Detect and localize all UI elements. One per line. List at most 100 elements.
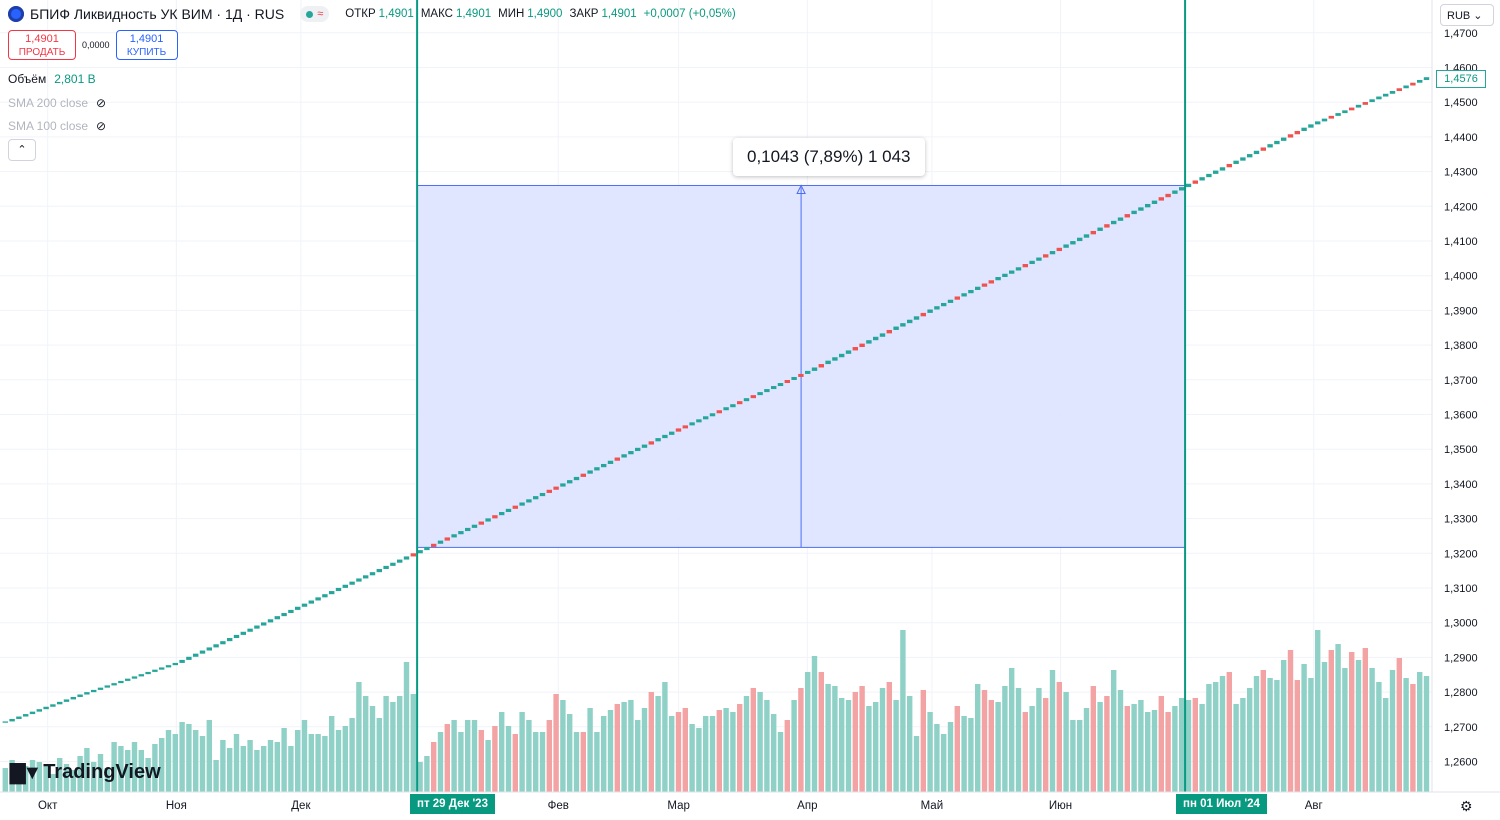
candle bbox=[1410, 82, 1416, 86]
volume-legend[interactable]: Объём 2,801 B bbox=[8, 72, 96, 86]
volume-bar bbox=[172, 734, 178, 792]
volume-bar bbox=[696, 728, 702, 792]
candle bbox=[893, 326, 899, 330]
candle bbox=[417, 550, 423, 554]
price-tick-label: 1,2800 bbox=[1444, 687, 1478, 699]
buy-button[interactable]: 1,4901 КУПИТЬ bbox=[115, 30, 178, 60]
volume-bar bbox=[288, 746, 294, 792]
wave-icon: ≈ bbox=[317, 8, 324, 20]
volume-bar bbox=[560, 700, 566, 792]
candle bbox=[1274, 140, 1280, 145]
volume-bar bbox=[363, 696, 369, 792]
candle bbox=[587, 470, 593, 474]
tradingview-logo[interactable]: ▇▼ TradingView bbox=[10, 760, 161, 785]
hidden-eye-icon[interactable]: ⊘ bbox=[96, 119, 107, 133]
candle bbox=[567, 480, 573, 484]
volume-bar bbox=[431, 742, 437, 792]
ohlc-close-value: 1,4901 bbox=[601, 8, 637, 20]
indicator-sma100[interactable]: SMA 100 close ⊘ bbox=[8, 119, 106, 133]
volume-bar bbox=[1063, 692, 1069, 792]
candle bbox=[131, 676, 138, 679]
symbol-title[interactable]: БПИФ Ликвидность УК ВИМ · 1Д · RUS bbox=[30, 6, 285, 22]
spread-value: 0,0000 bbox=[82, 40, 110, 50]
volume-bar bbox=[261, 746, 267, 792]
candle bbox=[179, 659, 185, 663]
candle bbox=[159, 667, 165, 670]
volume-bar bbox=[403, 662, 410, 792]
volume-bar bbox=[798, 688, 804, 792]
volume-bar bbox=[1111, 670, 1117, 792]
indicator-sma100-label: SMA 100 close bbox=[8, 119, 89, 133]
candle bbox=[879, 333, 886, 337]
volume-bar bbox=[322, 736, 328, 792]
volume-bar bbox=[342, 726, 348, 792]
candle bbox=[193, 653, 199, 657]
volume-bar bbox=[356, 682, 362, 792]
candle bbox=[1090, 230, 1096, 235]
volume-bar bbox=[349, 718, 355, 792]
volume-bar bbox=[533, 732, 539, 792]
price-axis-bg bbox=[1432, 0, 1500, 792]
volume-bar bbox=[301, 720, 308, 792]
volume-bar bbox=[859, 686, 865, 792]
market-status-pill[interactable]: ≈ bbox=[300, 6, 330, 22]
volume-bar bbox=[1219, 676, 1226, 792]
volume-bar bbox=[254, 750, 260, 792]
candle bbox=[91, 689, 97, 693]
candle bbox=[641, 444, 648, 448]
volume-bar bbox=[607, 710, 614, 792]
candle bbox=[1145, 203, 1151, 208]
volume-bar bbox=[274, 742, 280, 792]
volume-bar bbox=[995, 702, 1001, 792]
volume-bar bbox=[1192, 698, 1198, 792]
volume-bar bbox=[743, 696, 750, 792]
candle bbox=[954, 296, 960, 300]
volume-bar bbox=[907, 696, 913, 792]
volume-bar bbox=[573, 732, 580, 792]
candle bbox=[601, 463, 607, 468]
settings-gear-icon[interactable]: ⚙ bbox=[1460, 798, 1473, 814]
candles bbox=[2, 77, 1430, 723]
candle bbox=[621, 454, 627, 458]
last-price-tag: 1,4576 bbox=[1436, 70, 1486, 88]
volume-bar bbox=[397, 696, 403, 792]
candle bbox=[1131, 210, 1137, 215]
candle bbox=[730, 404, 736, 408]
candle bbox=[675, 428, 682, 432]
candle bbox=[1369, 99, 1375, 103]
time-tick-label: Апр bbox=[797, 800, 817, 812]
candle bbox=[771, 386, 777, 390]
indicator-sma200[interactable]: SMA 200 close ⊘ bbox=[8, 96, 106, 110]
collapse-legend-button[interactable]: ⌃ bbox=[8, 139, 36, 161]
currency-button[interactable]: RUB ⌄ bbox=[1440, 4, 1494, 26]
candle bbox=[1287, 134, 1294, 138]
volume-bar bbox=[451, 720, 457, 792]
volume-bar bbox=[335, 730, 342, 792]
candle bbox=[478, 521, 484, 525]
candle bbox=[1049, 251, 1056, 255]
candle bbox=[526, 499, 532, 503]
hidden-eye-icon[interactable]: ⊘ bbox=[96, 96, 107, 110]
volume-bar bbox=[499, 712, 505, 792]
volume-bar bbox=[97, 754, 104, 792]
candle bbox=[220, 641, 226, 645]
candle bbox=[920, 312, 926, 317]
volume-bars bbox=[2, 630, 1430, 792]
volume-bar bbox=[947, 722, 954, 792]
sell-button[interactable]: 1,4901 ПРОДАТЬ bbox=[8, 30, 76, 60]
volume-bar bbox=[295, 730, 301, 792]
candle bbox=[1070, 241, 1076, 245]
price-axis[interactable]: 1,47001,46001,45001,44001,43001,42001,41… bbox=[1431, 0, 1500, 792]
volume-bar bbox=[383, 696, 389, 792]
candle bbox=[50, 704, 56, 707]
volume-bar bbox=[43, 766, 49, 792]
candle bbox=[369, 572, 376, 576]
volume-bar bbox=[750, 688, 756, 792]
time-axis[interactable]: Окт Ноя Дек Фев Мар Апр Май Июн Авг bbox=[0, 791, 1500, 812]
candle bbox=[941, 302, 947, 307]
indicator-sma200-label: SMA 200 close bbox=[8, 96, 89, 110]
volume-bar bbox=[662, 682, 668, 792]
volume-bar bbox=[594, 732, 600, 792]
price-tick-label: 1,3600 bbox=[1444, 410, 1478, 422]
